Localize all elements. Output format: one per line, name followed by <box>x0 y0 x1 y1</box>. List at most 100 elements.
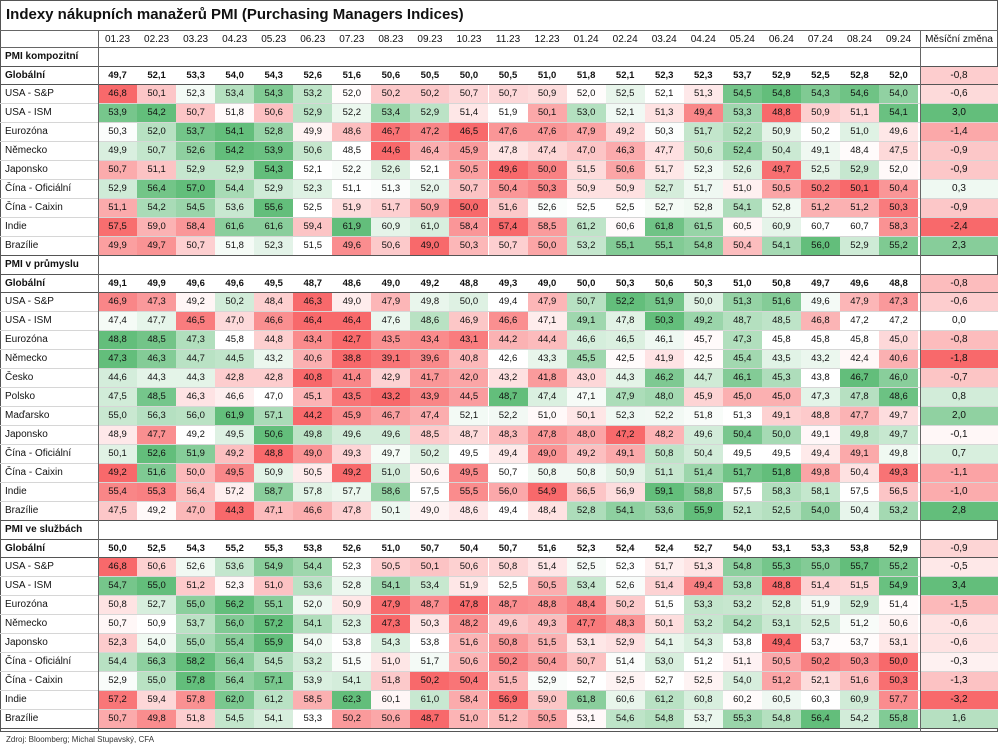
value-cell: 54,7 <box>98 577 138 595</box>
value-cell: 52,1 <box>293 161 333 179</box>
value-cell: 47,3 <box>722 331 762 349</box>
value-cell: 53,8 <box>722 577 762 595</box>
monthly-change-cell: -0,6 <box>920 293 998 311</box>
source-note: Zdroj: Bloomberg; Michal Stupavský, CFA <box>6 735 155 744</box>
value-cell: 52,9 <box>839 237 879 255</box>
row-label: Brazílie <box>5 713 39 724</box>
value-cell: 50,9 <box>605 180 645 198</box>
value-cell: 44,3 <box>137 369 177 387</box>
value-cell: 43,3 <box>527 350 567 368</box>
value-cell: 50,7 <box>566 293 606 311</box>
value-cell: 49,7 <box>108 70 127 81</box>
value-cell: 52,1 <box>605 104 645 122</box>
row-label: USA - ISM <box>5 580 52 591</box>
value-cell: 46,0 <box>879 369 919 387</box>
value-cell: 50,7 <box>176 237 216 255</box>
value-cell: 52,9 <box>293 104 333 122</box>
value-cell: 49,9 <box>293 123 333 141</box>
value-cell: 53,2 <box>566 237 606 255</box>
value-cell: 50,2 <box>605 596 645 614</box>
value-cell: 50,4 <box>761 142 801 160</box>
value-cell: 50,8 <box>488 634 528 652</box>
value-cell: 50,9 <box>800 104 840 122</box>
value-cell: 48,6 <box>879 388 919 406</box>
value-cell: 52,9 <box>176 161 216 179</box>
value-cell: 56,4 <box>215 672 255 690</box>
value-cell: 50,6 <box>654 278 674 289</box>
month-header: 02.23 <box>144 34 170 45</box>
value-cell: 56,4 <box>800 710 840 728</box>
value-cell: 46,6 <box>254 312 294 330</box>
value-cell: 55,3 <box>264 543 283 554</box>
value-cell: 52,1 <box>722 502 762 520</box>
value-cell: 53,8 <box>303 543 323 554</box>
value-cell: 50,2 <box>800 653 840 671</box>
value-cell: 50,8 <box>566 464 606 482</box>
value-cell: 50,2 <box>410 672 450 690</box>
value-cell: 52,3 <box>176 85 216 103</box>
value-cell: 50,9 <box>566 180 606 198</box>
value-cell: 47,9 <box>527 293 567 311</box>
value-cell: 57,2 <box>98 691 138 709</box>
value-cell: 50,6 <box>293 142 333 160</box>
value-cell: 54,0 <box>722 672 762 690</box>
value-cell: 52,9 <box>772 70 791 81</box>
value-cell: 56,9 <box>488 691 528 709</box>
value-cell: 50,1 <box>98 445 138 463</box>
value-cell: 53,7 <box>176 615 216 633</box>
value-cell: 49,6 <box>332 426 372 444</box>
value-cell: 44,5 <box>449 388 489 406</box>
value-cell: 54,3 <box>264 70 283 81</box>
value-cell: 50,6 <box>381 70 401 81</box>
value-cell: 45,9 <box>332 407 372 425</box>
value-cell: 48,8 <box>889 278 908 289</box>
value-cell: 52,3 <box>332 558 372 576</box>
section-label: PMI kompozitní <box>5 51 79 62</box>
value-cell: 50,6 <box>137 558 177 576</box>
value-cell: 50,4 <box>527 653 567 671</box>
value-cell: 49,2 <box>332 464 372 482</box>
value-cell: 53,2 <box>683 615 723 633</box>
value-cell: 47,4 <box>410 407 450 425</box>
value-cell: 45,0 <box>761 388 801 406</box>
value-cell: 45,0 <box>879 331 919 349</box>
value-cell: 54,1 <box>332 672 372 690</box>
value-cell: 50,9 <box>410 199 450 217</box>
value-cell: 52,8 <box>761 596 801 614</box>
value-cell: 50,7 <box>488 237 528 255</box>
value-cell: 47,8 <box>839 388 879 406</box>
value-cell: 56,4 <box>215 653 255 671</box>
value-cell: 50,5 <box>761 180 801 198</box>
value-cell: 47,3 <box>879 293 919 311</box>
value-cell: 49,9 <box>98 237 138 255</box>
value-cell: 54,1 <box>605 502 645 520</box>
value-cell: 50,4 <box>449 672 489 690</box>
value-cell: 52,7 <box>644 180 684 198</box>
value-cell: 49,5 <box>449 445 489 463</box>
value-cell: 54,4 <box>98 653 138 671</box>
table-row: Eurozóna 50,3 52,0 53,7 54,1 52,8 49,9 48,6 46,7… <box>0 123 998 142</box>
value-cell: 54,9 <box>254 558 294 576</box>
value-cell: 49,6 <box>488 615 528 633</box>
value-cell: 46,4 <box>410 142 450 160</box>
table-row: Eurozóna 48,8 48,5 47,3 45,8 44,8 43,4 42,7 43,5… <box>0 331 998 350</box>
value-cell: 48,8 <box>800 407 840 425</box>
row-label: Eurozóna <box>5 126 48 137</box>
row-label: Čína - Oficiální <box>5 448 72 459</box>
table-row: Globální 49,1 49,9 49,6 49,6 49,5 48,7 48,6 49,0… <box>0 274 998 293</box>
value-cell: 58,5 <box>527 218 567 236</box>
value-cell: 48,7 <box>410 710 450 728</box>
value-cell: 49,4 <box>683 577 723 595</box>
value-cell: 51,6 <box>537 543 557 554</box>
value-cell: 53,9 <box>254 142 294 160</box>
value-cell: 46,7 <box>371 123 411 141</box>
value-cell: 55,3 <box>722 710 762 728</box>
value-cell: 50,7 <box>420 543 440 554</box>
value-cell: 61,9 <box>215 407 255 425</box>
value-cell: 49,4 <box>488 445 528 463</box>
value-cell: 46,8 <box>98 85 138 103</box>
row-label: Čína - Oficiální <box>5 656 72 667</box>
value-cell: 50,7 <box>449 180 489 198</box>
value-cell: 58,4 <box>449 218 489 236</box>
value-cell: 49,1 <box>605 445 645 463</box>
